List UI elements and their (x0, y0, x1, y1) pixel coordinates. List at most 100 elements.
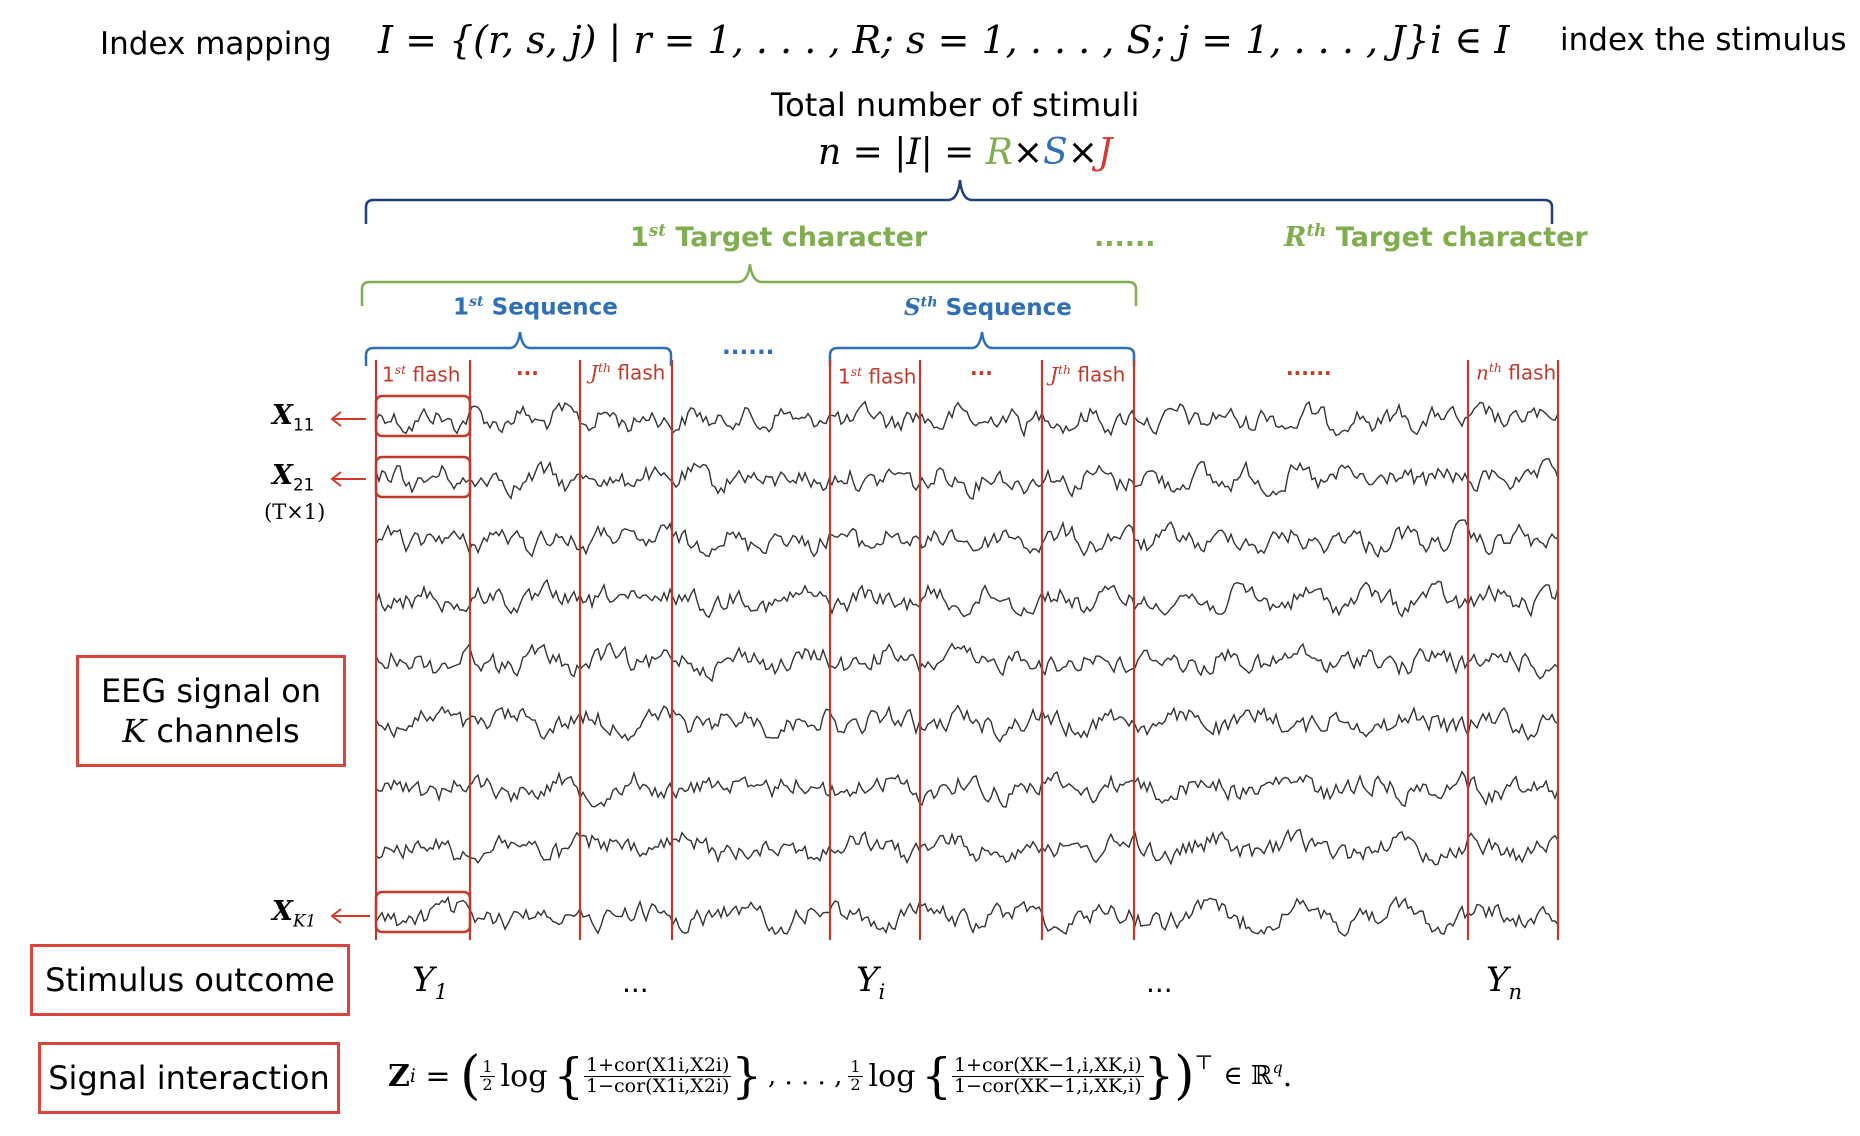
xk1-var: X (272, 896, 293, 927)
first-sequence-bracket (364, 331, 673, 366)
flash-word: flash (1508, 360, 1557, 385)
eeg-channel-trace (375, 828, 1559, 866)
x11-sub: 11 (292, 414, 315, 435)
last-sequence-bracket (828, 331, 1136, 366)
eeg-k-var: K (122, 712, 147, 750)
eeg-channel-trace (375, 770, 1559, 808)
first-target-text: Target character (675, 222, 928, 253)
first-target-sup: st (648, 220, 666, 240)
fraction-1: 1+cor(X1i,X2i) 1−cor(X1i,X2i) (583, 1053, 732, 1097)
log-2: log (868, 1058, 916, 1094)
frac2-num: 1+cor(XK−1,i,XK,i) (951, 1053, 1144, 1077)
first-target-num: 1 (630, 222, 649, 253)
x11-var: X (272, 400, 293, 431)
eeg-channel-trace (375, 704, 1559, 743)
flash-num: 1 (838, 364, 851, 389)
yn-sub: n (1508, 978, 1523, 1004)
x11-arrowhead (330, 411, 342, 427)
flash-j-sup: th (598, 360, 611, 375)
flash-dots-b: ... (970, 356, 993, 380)
transpose: ⊤ (1194, 1050, 1214, 1074)
first-seq-text: Sequence (491, 294, 618, 321)
target-dots: ...... (1094, 222, 1156, 253)
flash-j-var: J (1050, 362, 1059, 387)
outcome-y1: Y1 (412, 960, 448, 1004)
total-j: J (1097, 132, 1113, 173)
times-2: × (1067, 132, 1098, 173)
flash-label-n: nth flash (1476, 360, 1556, 385)
total-lhs: n = |I| = (818, 132, 986, 173)
flash-label-j1: Jth flash (590, 360, 665, 385)
dimension-label: (T×1) (264, 500, 326, 524)
flash-num: 1 (382, 362, 395, 387)
flash-word: flash (1077, 362, 1126, 387)
first-seq-sup: st (469, 294, 484, 310)
sequence-dots: ...... (722, 334, 775, 360)
x21-window-box (374, 455, 472, 499)
index-mapping-label: Index mapping (100, 26, 332, 62)
eeg-channel-trace (375, 642, 1559, 683)
xk1-arrowhead (330, 908, 342, 924)
x21-arrowhead (330, 471, 342, 487)
outcome-dots-1: ... (622, 966, 649, 999)
flash-word: flash (412, 362, 461, 387)
outcome-yi: Yi (856, 960, 885, 1004)
flash-dots-mid: ...... (1286, 356, 1332, 380)
flash-n-sup: th (1488, 360, 1502, 375)
period: . (1282, 1058, 1293, 1094)
eeg-line1: EEG signal on (100, 672, 322, 710)
index-member-formula: i ∈ I (1430, 18, 1510, 62)
eeg-channel-trace (375, 895, 1559, 937)
outcome-yn: Yn (1486, 960, 1522, 1004)
index-description: index the stimulus (1560, 22, 1847, 58)
z-sub: i (409, 1065, 416, 1087)
log-1: log (500, 1058, 548, 1094)
flash-boundaries (374, 360, 1560, 940)
flash-word: flash (868, 364, 917, 389)
flash-j-var: J (590, 360, 599, 385)
flash-n-var: n (1476, 360, 1489, 385)
flash-sup: st (394, 362, 407, 377)
xk1-label: XK1 (272, 896, 316, 930)
total-stimuli-label: Total number of stimuli (771, 86, 1140, 124)
xk1-window-box (374, 890, 472, 934)
flash-sup: st (850, 364, 863, 379)
frac1-den: 1−cor(X1i,X2i) (585, 1074, 730, 1097)
flash-label-2: 1st flash (838, 364, 916, 389)
total-stimuli-formula: n = |I| = R×S×J (818, 132, 1112, 173)
yi-sub: i (878, 978, 886, 1004)
last-seq-var: S (904, 294, 921, 321)
first-sequence-label: 1st Sequence (453, 294, 618, 321)
last-target-text: Target character (1335, 222, 1588, 253)
x11-label: X11 (272, 400, 314, 434)
frac1-num: 1+cor(X1i,X2i) (583, 1053, 732, 1077)
x21-label: X21 (272, 460, 314, 494)
eeg-channel-trace (375, 519, 1559, 559)
x11-window-box (374, 394, 472, 438)
flash-label-1: 1st flash (382, 362, 460, 387)
space-sup: q (1272, 1058, 1283, 1077)
xk1-sub: K1 (292, 910, 317, 931)
total-s: S (1043, 132, 1068, 173)
eeg-traces (375, 400, 1559, 937)
last-target-label: Rth Target character (1284, 220, 1588, 253)
times-1: × (1012, 132, 1044, 173)
total-r: R (985, 132, 1013, 173)
flash-label-j2: Jth flash (1050, 362, 1125, 387)
eeg-channel-trace (375, 578, 1559, 619)
eeg-line2: channels (156, 712, 300, 750)
target-character-bracket (360, 263, 1138, 306)
formula-eq: = (415, 1058, 461, 1094)
flash-j-sup: th (1058, 362, 1071, 377)
flash-word: flash (617, 360, 666, 385)
last-sequence-label: Sth Sequence (904, 294, 1072, 321)
outcome-dots-2: ... (1146, 966, 1173, 999)
y1-sub: 1 (434, 978, 448, 1004)
real-space: ∈ ℝ (1223, 1061, 1273, 1091)
x21-var: X (272, 460, 293, 491)
frac2-den: 1−cor(XK−1,i,XK,i) (953, 1074, 1142, 1097)
yi-var: Y (856, 960, 879, 1000)
